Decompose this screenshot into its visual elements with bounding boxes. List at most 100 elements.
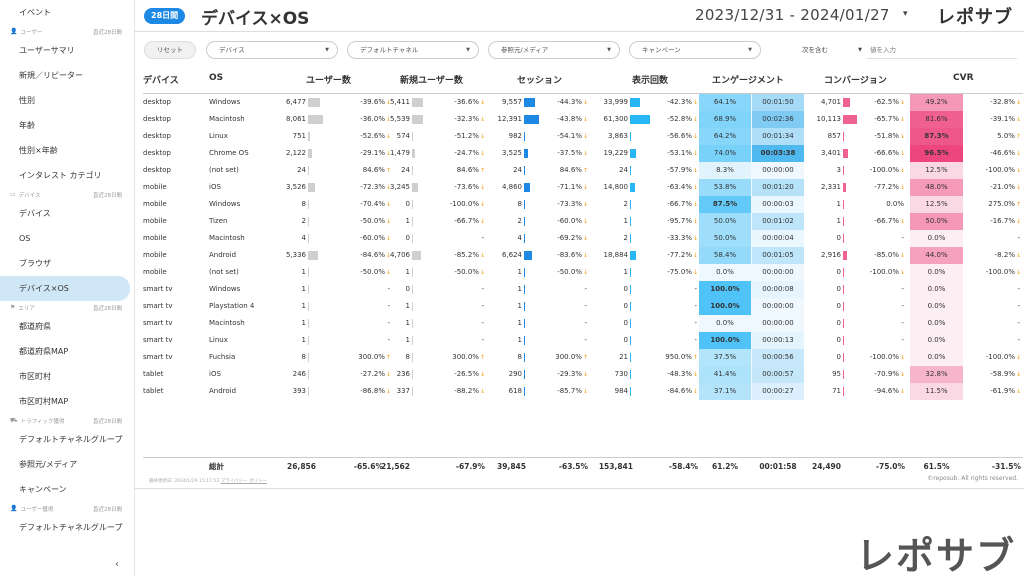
sidebar-item[interactable]: デフォルトチャネルグループ — [19, 435, 123, 444]
change-percent: - — [853, 315, 905, 332]
trend-arrow-icon: ↓ — [1015, 354, 1021, 361]
new-users-cell: 1,479 — [389, 149, 410, 157]
value-bar — [843, 183, 846, 192]
trend-arrow-icon: ↓ — [1015, 371, 1021, 378]
change-value: 275.0% — [988, 200, 1015, 208]
sessions-cell: 982 — [508, 132, 522, 140]
change-value: 84.6% — [362, 166, 385, 174]
column-header[interactable]: 新規ユーザー数 — [400, 76, 463, 86]
table-row[interactable]: desktop Macintosh 8,061 -36.0%↓ 5,539 -32.3%↓… — [143, 111, 1023, 128]
conversions-cell: 0 — [836, 319, 841, 327]
change-percent: -39.6%↓ — [341, 94, 391, 111]
sidebar-item[interactable]: キャンペーン — [19, 485, 67, 494]
value-bar — [308, 166, 309, 175]
date-range-picker[interactable]: 2023/12/31 - 2024/01/27 — [695, 6, 890, 24]
column-header[interactable]: OS — [209, 73, 224, 83]
table-row[interactable]: mobile Android 5,336 -84.6%↓ 4,706 -85.2%↓ 6,6… — [143, 247, 1023, 264]
table-row[interactable]: desktop (not set) 24 84.6%↑ 24 84.6%↑ 24 84.6%↑… — [143, 162, 1023, 179]
trend-arrow-icon: ↓ — [1015, 150, 1021, 157]
change-percent: -77.2%↓ — [650, 247, 698, 264]
column-header[interactable]: ユーザー数 — [306, 76, 351, 86]
sidebar-item[interactable]: デバイス×OS — [0, 276, 130, 301]
trend-arrow-icon: ↓ — [385, 116, 391, 123]
value-bar — [843, 149, 848, 158]
table-row[interactable]: desktop Linux 751 -52.6%↓ 574 -51.2%↓ 982 -54.1… — [143, 128, 1023, 145]
column-header[interactable]: セッション — [517, 76, 563, 86]
sidebar-item[interactable]: デフォルトチャネルグループ — [19, 523, 123, 532]
match-type-select[interactable]: 次を含む ▼ — [802, 41, 862, 59]
table-row[interactable]: desktop Chrome OS 2,122 -29.1%↓ 1,479 -24.7%↓… — [143, 145, 1023, 162]
column-header[interactable]: デバイス — [143, 76, 179, 86]
change-value: -48.3% — [667, 370, 692, 378]
change-value: - — [901, 302, 904, 310]
sidebar-group-period: 直近28日間 — [93, 305, 122, 312]
table-row[interactable]: smart tv Macintosh 1 - 1 - 1 - 0 - 0.0% 00:00:00 0 - 0… — [143, 315, 1023, 332]
value-bar — [630, 302, 631, 311]
sidebar-item[interactable]: 市区町村 — [19, 372, 51, 381]
table-row[interactable]: smart tv Windows 1-0-1-0-100.0% 00:00:08 0-0… — [143, 281, 1023, 298]
chevron-down-icon: ▼ — [607, 47, 611, 53]
device-filter-dropdown[interactable]: デバイス ▼ — [206, 41, 338, 59]
sidebar-item[interactable]: ブラウザ — [19, 259, 51, 268]
change-value: 84.6% — [456, 166, 479, 174]
filter-value-input[interactable] — [867, 41, 1017, 59]
sidebar-item[interactable]: 都道府県 — [19, 322, 51, 331]
sidebar-item[interactable]: インタレスト カテゴリ — [19, 171, 102, 180]
table-row[interactable]: mobile (not set) 1 -50.0%↓ 1 -50.0%↓ 1 -50.0%↓ 1… — [143, 264, 1023, 281]
sidebar-item[interactable]: 市区町村MAP — [19, 397, 69, 406]
table-row[interactable]: mobile Macintosh 4 -60.0%↓ 0-4 -69.2%↓ 2 -33.3%… — [143, 230, 1023, 247]
sidebar-item[interactable]: 年齢 — [19, 121, 35, 130]
trend-arrow-icon: ↓ — [899, 99, 905, 106]
table-row[interactable]: smart tv Playstation 4 1-1-1-0-100.0% 00:00… — [143, 298, 1023, 315]
chevron-down-icon: ▼ — [325, 47, 329, 53]
campaign-filter-dropdown[interactable]: キャンペーン ▼ — [629, 41, 761, 59]
column-header[interactable]: CVR — [953, 73, 974, 83]
change-value: 84.6% — [559, 166, 582, 174]
engagement-time-cell: 00:00:56 — [752, 349, 804, 366]
device-cell: mobile — [143, 234, 167, 242]
column-header[interactable]: コンバージョン — [824, 76, 887, 86]
views-cell: 1 — [623, 268, 628, 276]
trend-arrow-icon: ↑ — [582, 354, 588, 361]
sidebar-item[interactable]: OS — [19, 234, 31, 243]
change-value: -39.1% — [990, 115, 1015, 123]
reset-button[interactable]: リセット — [144, 41, 196, 59]
sidebar-item[interactable]: 性別 — [19, 96, 35, 105]
date-range-caret-icon[interactable]: ▾ — [903, 9, 908, 19]
value-bar — [308, 217, 309, 226]
conversions-cell: 0 — [836, 336, 841, 344]
sidebar-item[interactable]: 参照元/メディア — [19, 460, 78, 469]
table-row[interactable]: smart tv Fuchsia 8 300.0%↑ 8 300.0%↑ 8 300.0%↑ 2… — [143, 349, 1023, 366]
change-value: 950.0% — [665, 353, 692, 361]
change-value: - — [694, 319, 697, 327]
sidebar-item[interactable]: 性別×年齢 — [19, 146, 58, 155]
table-row[interactable]: desktop Windows 6,477 -39.6%↓ 5,411 -36.6%↓ 9,… — [143, 94, 1023, 111]
column-header[interactable]: 表示回数 — [632, 76, 669, 86]
trend-arrow-icon: ↓ — [479, 371, 485, 378]
sidebar-item[interactable]: 新規／リピーター — [19, 71, 83, 80]
collapse-sidebar-icon[interactable]: ‹ — [115, 559, 119, 570]
table-row[interactable]: tablet Android 393 -86.8%↓ 337 -88.2%↓ 618 -85.… — [143, 383, 1023, 400]
channel-filter-dropdown[interactable]: デフォルトチャネル ▼ — [347, 41, 479, 59]
change-value: - — [387, 302, 390, 310]
privacy-policy-link[interactable]: プライバシー ポリシー — [220, 479, 267, 484]
table-row[interactable]: smart tv Linux 1-1-1-0-100.0% 00:00:13 0-0.0… — [143, 332, 1023, 349]
table-row[interactable]: tablet iOS 246 -27.2%↓ 236 -26.5%↓ 290 -29.3%↓ 7… — [143, 366, 1023, 383]
table-row[interactable]: mobile iOS 3,526 -72.3%↓ 3,245 -73.6%↓ 4,860 -7… — [143, 179, 1023, 196]
change-value: -84.6% — [360, 251, 385, 259]
table-row[interactable]: mobile Tizen 2 -50.0%↓ 1 -66.7%↓ 2 -60.0%↓ 1 -95.… — [143, 213, 1023, 230]
views-cell: 730 — [614, 370, 628, 378]
sidebar-item[interactable]: デバイス — [19, 209, 51, 218]
change-value: -63.4% — [667, 183, 692, 191]
sidebar-item[interactable]: ユーザーサマリ — [19, 46, 75, 55]
sidebar-item[interactable]: イベント — [19, 8, 51, 17]
sidebar-item[interactable]: 都道府県MAP — [19, 347, 69, 356]
trend-arrow-icon: ↓ — [479, 116, 485, 123]
value-bar — [630, 387, 631, 396]
column-header[interactable]: エンゲージメント — [712, 76, 784, 86]
value-bar — [843, 336, 844, 345]
engagement-rate-cell: 41.4% — [699, 366, 751, 383]
table-row[interactable]: mobile Windows 8 -70.4%↓ 0 -100.0%↓ 8 -73.3%↓ 2-… — [143, 196, 1023, 213]
conversions-cell: 2,331 — [820, 183, 841, 191]
source-medium-filter-dropdown[interactable]: 参照元/メディア ▼ — [488, 41, 620, 59]
